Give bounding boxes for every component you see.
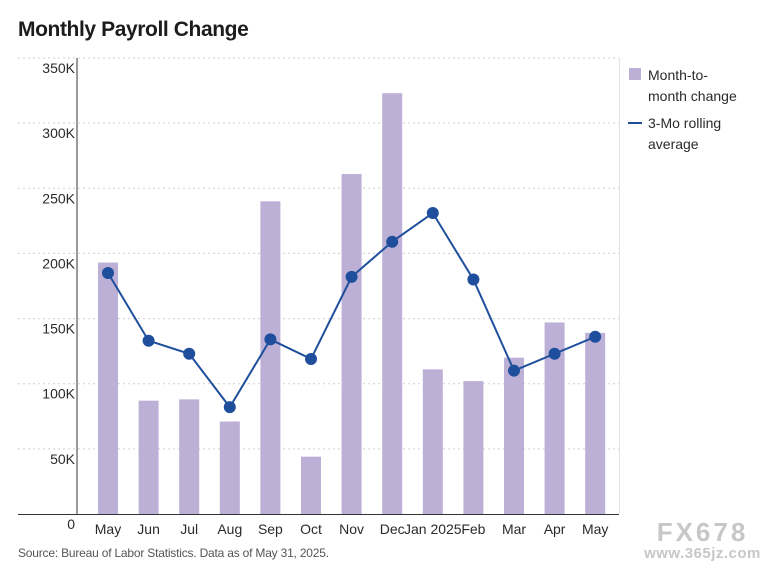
y-tick-label: 100K xyxy=(42,386,75,402)
y-tick-label: 350K xyxy=(42,60,75,76)
line-point xyxy=(508,364,520,377)
y-tick-label: 0 xyxy=(67,516,75,532)
legend-line-label: average xyxy=(648,136,699,152)
bar xyxy=(585,332,606,514)
x-tick-label: May xyxy=(582,521,608,537)
bar xyxy=(179,399,200,514)
x-tick-label: Jun xyxy=(137,521,160,537)
x-tick-label: Oct xyxy=(300,521,322,537)
x-tick-label: Apr xyxy=(544,521,566,537)
bars xyxy=(98,93,606,515)
legend-bar-label: Month-to- xyxy=(648,67,708,83)
bar xyxy=(260,201,281,515)
x-tick-label: Sep xyxy=(258,521,283,537)
line-point xyxy=(386,235,399,248)
x-tick-label: Jul xyxy=(180,521,198,537)
legend: Month-to-month change 3-Mo rolling average xyxy=(619,58,737,514)
line-point xyxy=(305,352,317,365)
bar xyxy=(544,322,565,514)
bar xyxy=(422,369,443,514)
bar xyxy=(463,381,484,514)
x-tick-label: Aug xyxy=(217,521,242,537)
line-series xyxy=(102,207,602,414)
watermark: FX678 www.365jz.com xyxy=(640,518,765,562)
legend-line-label: 3-Mo rolling xyxy=(648,115,721,131)
watermark-sub: www.365jz.com xyxy=(644,545,761,562)
bar xyxy=(301,456,321,514)
x-tick-label: Jan 2025 xyxy=(404,521,462,537)
legend-bar-label: month change xyxy=(648,88,737,104)
line-point xyxy=(223,401,236,414)
x-tick-label: Nov xyxy=(339,521,364,537)
x-tick-label: Feb xyxy=(461,521,485,537)
x-tick-label: Mar xyxy=(502,521,526,537)
bar xyxy=(341,173,362,514)
y-tick-label: 200K xyxy=(42,255,75,271)
line-point xyxy=(102,266,114,279)
line-point xyxy=(142,334,155,347)
line-point xyxy=(345,270,358,283)
y-tick-label: 300K xyxy=(42,125,75,141)
bar xyxy=(382,93,403,515)
bar xyxy=(504,357,524,514)
watermark-main: FX678 xyxy=(656,517,749,547)
gridlines xyxy=(18,57,619,515)
x-axis-ticks: May Jun Jul Aug Sep Oct Nov Dec Jan 2025 Feb Mar Ap… xyxy=(95,521,609,537)
x-tick-label: Dec xyxy=(380,521,405,537)
y-tick-label: 150K xyxy=(42,321,75,337)
bar xyxy=(98,262,118,514)
x-tick-label: May xyxy=(95,521,121,537)
line-point xyxy=(426,207,439,220)
legend-bar-swatch xyxy=(629,68,641,80)
bar xyxy=(138,400,159,514)
line-point xyxy=(589,330,602,343)
line-point xyxy=(548,347,561,360)
y-tick-label: 50K xyxy=(50,451,76,467)
source-note: Source: Bureau of Labor Statistics. Data… xyxy=(18,546,329,560)
y-tick-label: 250K xyxy=(42,190,75,206)
line-point xyxy=(264,333,277,346)
bar xyxy=(219,421,240,514)
line-point xyxy=(183,347,196,360)
line-point xyxy=(467,273,480,286)
chart-title: Monthly Payroll Change xyxy=(18,18,249,41)
y-axis-ticks: 0 50K 100K 150K 200K 250K 300K 350K xyxy=(42,60,75,532)
